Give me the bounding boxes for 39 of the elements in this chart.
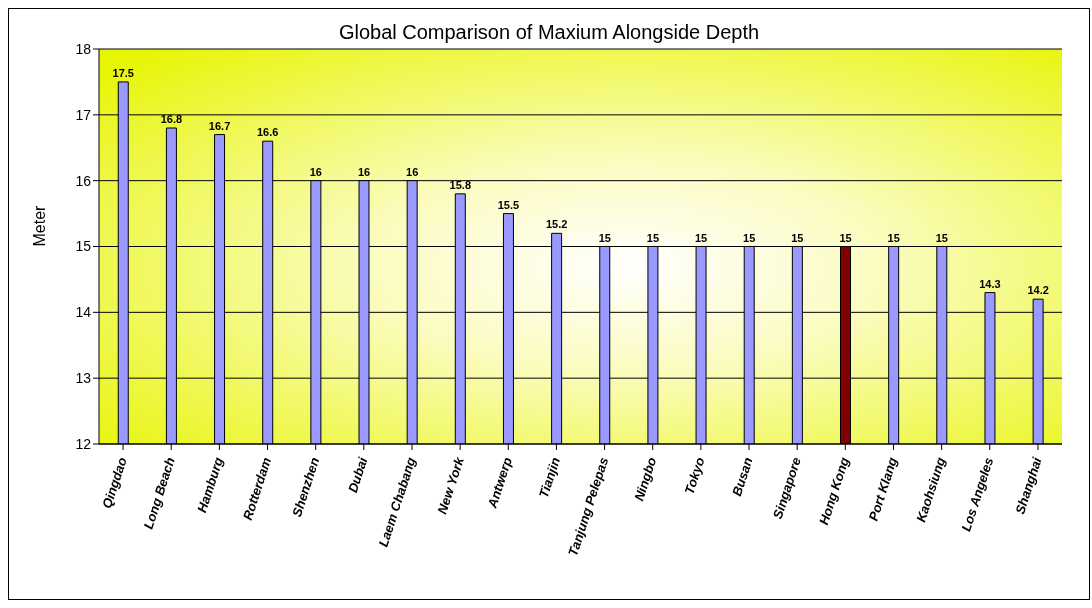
data-label: 15 — [935, 231, 948, 244]
y-tick-label: 12 — [75, 435, 92, 452]
data-label: 16.7 — [208, 119, 231, 132]
data-label: 15.8 — [449, 178, 472, 191]
data-label: 16 — [309, 165, 322, 178]
x-tick-label: Ningbo — [631, 455, 660, 503]
data-label: 15.2 — [545, 218, 568, 231]
y-axis-title: Meter — [30, 204, 48, 247]
x-tick-label: Los Angeles — [958, 455, 997, 534]
chart-title: Global Comparison of Maxium Alongside Depth — [338, 21, 760, 43]
y-tick-label: 13 — [75, 370, 92, 387]
data-label: 15 — [791, 231, 804, 244]
data-label: 15 — [694, 231, 708, 244]
x-tick-label: Busan — [729, 455, 756, 498]
y-tick-label: 18 — [75, 40, 92, 57]
y-tick-label: 16 — [75, 172, 92, 189]
data-label: 15.5 — [497, 198, 520, 211]
y-tick-label: 14 — [75, 304, 92, 321]
x-tick-label: Port Klang — [865, 455, 901, 523]
data-label: 14.2 — [1027, 284, 1049, 297]
data-label: 14.3 — [979, 277, 1001, 290]
data-label: 16 — [406, 165, 419, 178]
x-tick-label: Long Beach — [140, 455, 178, 531]
x-tick-label: Tokyo — [681, 455, 708, 497]
data-label: 17.5 — [112, 66, 134, 79]
data-label: 15 — [598, 231, 611, 244]
data-label: 15 — [839, 231, 852, 244]
x-tick-label: New York — [434, 454, 468, 516]
data-label: 15 — [743, 231, 756, 244]
data-label: 16 — [357, 165, 371, 178]
x-tick-label: Dubai — [345, 455, 371, 495]
data-label: 16.6 — [257, 126, 279, 139]
data-label: 16.8 — [160, 113, 183, 125]
y-tick-label: 15 — [75, 238, 92, 255]
data-label: 15 — [887, 231, 900, 244]
x-tick-label: Hong Kong — [816, 455, 852, 527]
data-label: 15 — [646, 231, 660, 244]
x-tick-label: Tianjin — [535, 455, 564, 500]
y-tick-label: 17 — [75, 106, 92, 123]
